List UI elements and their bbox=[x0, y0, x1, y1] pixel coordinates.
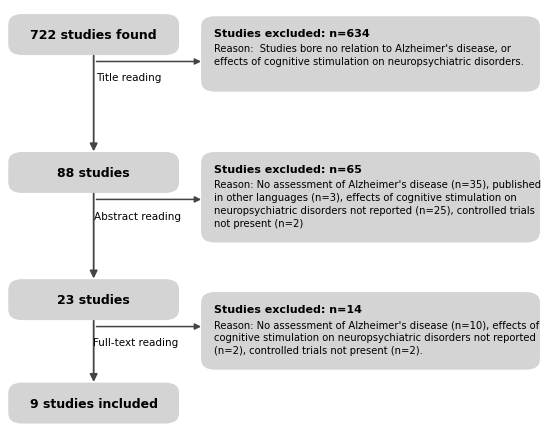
Text: 88 studies: 88 studies bbox=[57, 166, 130, 180]
FancyBboxPatch shape bbox=[201, 153, 540, 243]
Text: Studies excluded: n=65: Studies excluded: n=65 bbox=[214, 164, 361, 174]
Text: Reason:  Studies bore no relation to Alzheimer's disease, or
effects of cognitiv: Reason: Studies bore no relation to Alzh… bbox=[214, 44, 523, 67]
Text: Full-text reading: Full-text reading bbox=[93, 338, 178, 347]
FancyBboxPatch shape bbox=[8, 280, 179, 320]
Text: 722 studies found: 722 studies found bbox=[30, 29, 157, 42]
Text: Reason: No assessment of Alzheimer's disease (n=10), effects of
cognitive stimul: Reason: No assessment of Alzheimer's dis… bbox=[214, 319, 539, 355]
FancyBboxPatch shape bbox=[201, 17, 540, 92]
FancyBboxPatch shape bbox=[8, 383, 179, 424]
Text: Studies excluded: n=14: Studies excluded: n=14 bbox=[214, 304, 362, 314]
Text: Abstract reading: Abstract reading bbox=[94, 212, 181, 221]
FancyBboxPatch shape bbox=[8, 15, 179, 56]
Text: 9 studies included: 9 studies included bbox=[30, 396, 158, 410]
Text: Reason: No assessment of Alzheimer's disease (n=35), published
in other language: Reason: No assessment of Alzheimer's dis… bbox=[214, 180, 541, 228]
FancyBboxPatch shape bbox=[201, 292, 540, 370]
Text: Title reading: Title reading bbox=[96, 73, 162, 83]
Text: 23 studies: 23 studies bbox=[57, 293, 130, 307]
Text: Studies excluded: n=634: Studies excluded: n=634 bbox=[214, 29, 370, 39]
FancyBboxPatch shape bbox=[8, 153, 179, 194]
